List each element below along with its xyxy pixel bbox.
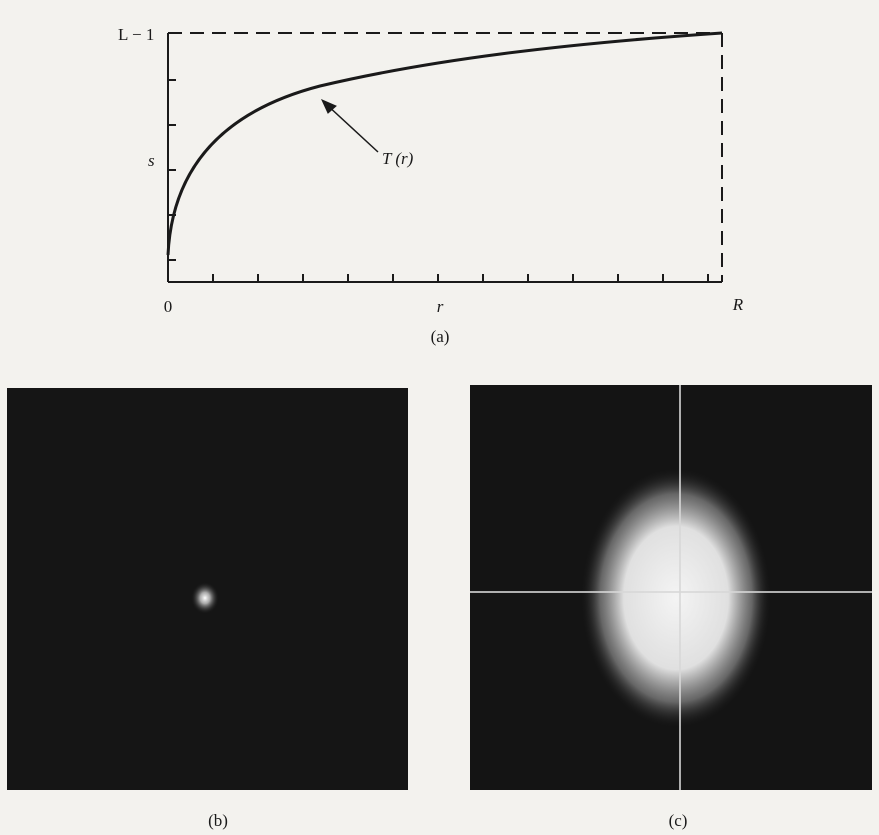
y-top-label: L − 1 xyxy=(118,25,154,44)
x-axis-label: r xyxy=(437,297,444,316)
curve-label: T (r) xyxy=(382,149,414,168)
x-end-label: R xyxy=(732,295,744,314)
spectrum-blob xyxy=(581,468,771,728)
x-origin-label: 0 xyxy=(164,297,173,316)
spectrum-peak xyxy=(191,582,219,614)
y-tick-marks xyxy=(168,79,176,261)
panel-a xyxy=(166,31,723,283)
pointer-head xyxy=(321,99,337,114)
transform-curve xyxy=(166,31,723,256)
x-tick-marks xyxy=(212,274,709,282)
caption-a: (a) xyxy=(431,327,450,346)
caption-b: (b) xyxy=(208,811,228,830)
y-axis-label: s xyxy=(148,151,155,170)
caption-c: (c) xyxy=(669,811,688,830)
curve-pointer xyxy=(325,103,379,153)
